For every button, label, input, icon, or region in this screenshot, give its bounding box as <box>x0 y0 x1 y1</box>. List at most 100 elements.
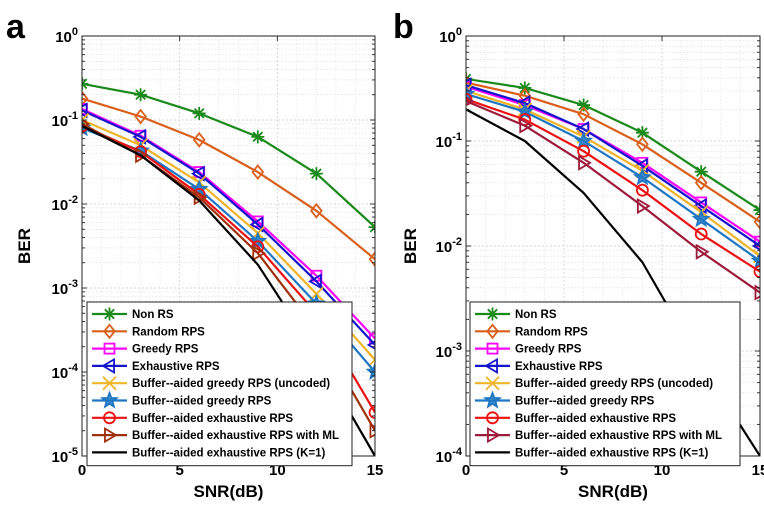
legend-marker <box>486 342 499 355</box>
series-8-point <box>252 245 267 262</box>
legend: Non RS Random RPS Greedy RPS Exhaustive RPS… <box>86 301 353 467</box>
series-8-point <box>466 96 475 106</box>
x-tick-label: 5 <box>560 462 568 479</box>
legend-entry: Non RS <box>515 309 557 321</box>
legend-marker <box>99 390 120 409</box>
series-4-point <box>190 165 205 182</box>
series-5-point <box>367 352 375 367</box>
y-tick-label: 10-2 <box>436 236 462 256</box>
series-4-point <box>575 120 590 138</box>
legend-marker <box>101 357 115 374</box>
series-6-point <box>365 361 375 381</box>
series-8-point <box>519 117 534 134</box>
legend: Non RS Random RPS Greedy RPS Exhaustive RPS… <box>469 301 741 467</box>
legend-marker <box>486 411 499 425</box>
y-tick-label: 10-1 <box>436 131 462 151</box>
series-line-4 <box>82 109 375 346</box>
legend-entry: Buffer--aided exhaustive RPS <box>515 413 676 425</box>
series-2-point <box>82 90 89 107</box>
legend-entry: Buffer--aided greedy RPS <box>515 396 655 408</box>
series-1-point <box>134 88 148 102</box>
legend-entry: Exhaustive RPS <box>132 361 220 373</box>
series-7-point <box>466 92 473 106</box>
series-8-point <box>578 154 592 171</box>
legend-marker <box>487 427 501 444</box>
series-8-point <box>636 198 651 215</box>
series-line-2 <box>82 97 375 261</box>
series-line-1 <box>82 82 375 228</box>
series-1-point <box>635 126 649 140</box>
panel-letter-b: b <box>393 8 414 46</box>
legend-marker <box>485 376 500 391</box>
series-1-point <box>192 106 206 120</box>
series-8-point <box>695 243 710 260</box>
legend-marker <box>103 411 116 425</box>
series-7-point <box>368 406 375 419</box>
legend-marker <box>104 427 118 444</box>
x-axis-label: SNR(dB) <box>578 482 648 501</box>
legend-marker <box>103 307 116 321</box>
y-tick-label: 10-2 <box>52 194 78 214</box>
legend-entry: Buffer--aided greedy RPS (uncoded) <box>132 378 330 390</box>
legend-marker <box>486 323 499 340</box>
series-line-6 <box>466 92 760 262</box>
series-6-point <box>691 209 711 228</box>
legend-entry: Random RPS <box>515 326 588 338</box>
legend-box <box>86 301 353 467</box>
chart-a: 0 5 10 15 100 10-1 10-2 10-3 10-4 10-5 SNR(dB) BER N… <box>15 26 383 501</box>
legend-marker <box>482 390 503 409</box>
y-tick-label: 10-1 <box>52 110 78 130</box>
series-4-point <box>751 241 760 251</box>
series-4-point <box>692 198 707 215</box>
legend-marker <box>102 376 117 391</box>
series-2-point <box>636 136 649 153</box>
series-7-point <box>753 265 760 279</box>
legend-entry: Non RS <box>132 309 174 321</box>
series-1-point <box>577 98 591 112</box>
y-tick-label: 100 <box>439 26 462 46</box>
series-line-3 <box>466 85 760 243</box>
series-4-point <box>366 340 375 350</box>
legend-marker <box>103 342 116 355</box>
series-2-point <box>368 251 375 268</box>
x-tick-label: 5 <box>175 462 183 479</box>
chart-b: 0 5 10 15 100 10-1 10-2 10-3 10-4 SNR(dB) BER Non R… <box>401 26 764 501</box>
y-axis-label: BER <box>401 228 420 264</box>
series-6-point <box>574 130 594 150</box>
legend-entry: Buffer--aided exhaustive RPS with ML <box>515 430 722 442</box>
series-line-5 <box>466 89 760 258</box>
legend-entry: Buffer--aided exhaustive RPS (K=1) <box>515 447 708 459</box>
series-8-point <box>754 284 760 301</box>
series-2-point <box>251 164 265 181</box>
series-1-point <box>251 130 265 144</box>
series-2-point <box>577 106 590 123</box>
y-tick-label: 100 <box>55 26 78 46</box>
series-2-point <box>466 74 473 91</box>
x-tick-label: 10 <box>269 462 286 479</box>
series-line-7 <box>466 98 760 273</box>
y-tick-label: 10-3 <box>52 278 78 298</box>
series-8-point <box>369 422 375 439</box>
series-2-point <box>310 202 323 219</box>
series-group <box>466 72 760 456</box>
legend-entry: Exhaustive RPS <box>515 361 603 373</box>
series-4-point <box>132 128 147 145</box>
series-4-point <box>82 102 88 119</box>
series-2-point <box>134 108 147 125</box>
series-1-point <box>694 165 708 179</box>
panel-letter-a: a <box>6 8 26 46</box>
y-tick-label: 10-4 <box>52 362 79 382</box>
legend-marker <box>486 307 499 321</box>
series-6-point <box>750 250 760 270</box>
series-2-point <box>694 174 708 191</box>
legend-marker <box>484 357 498 374</box>
series-4-point <box>249 216 264 233</box>
legend-marker <box>103 323 116 340</box>
y-tick-label: 10-5 <box>52 446 78 466</box>
x-tick-label: 0 <box>78 462 86 479</box>
legend-entry: Random RPS <box>132 326 205 338</box>
series-6-point <box>466 84 476 103</box>
x-axis-label: SNR(dB) <box>194 482 264 501</box>
series-7-point <box>577 144 590 158</box>
